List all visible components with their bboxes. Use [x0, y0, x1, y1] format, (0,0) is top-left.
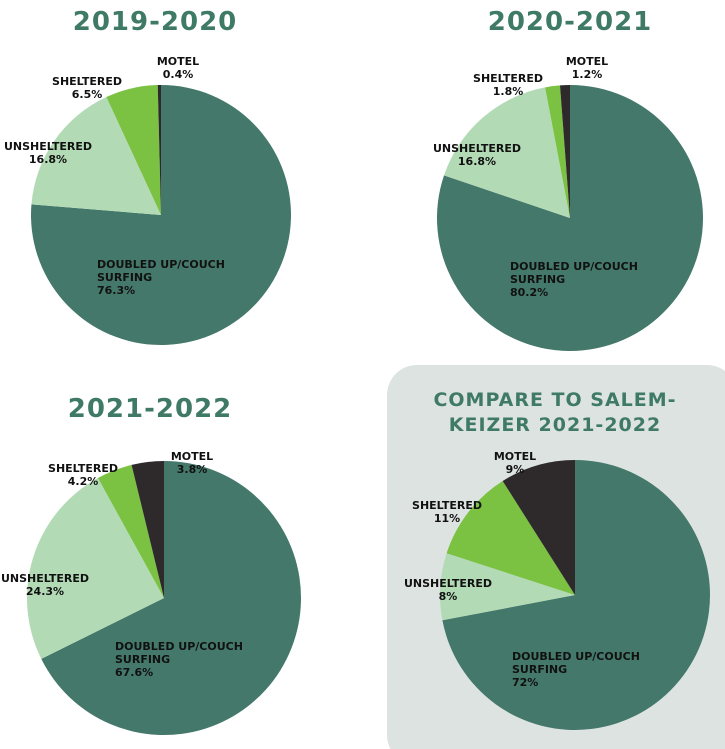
category-label: MOTEL	[170, 450, 214, 463]
slice-label: UNSHELTERED 8%	[388, 577, 508, 603]
pie-slice	[157, 85, 161, 215]
slice-label: MOTEL 3.8%	[132, 450, 252, 476]
slice-label: MOTEL 1.2%	[527, 55, 647, 81]
slice-label: DOUBLED UP/COUCH SURFING 80.2%	[510, 260, 675, 299]
category-label: MOTEL	[493, 450, 537, 463]
slice-label: SHELTERED 6.5%	[27, 75, 147, 101]
chart-title: 2019-2020	[72, 7, 238, 37]
pie-slice	[559, 85, 570, 218]
value-label: 3.8%	[176, 463, 208, 476]
category-label: DOUBLED UP/COUCH SURFING	[115, 640, 243, 666]
slice-label: SHELTERED 4.2%	[23, 462, 143, 488]
value-label: 4.2%	[67, 475, 99, 488]
value-label: 11%	[433, 512, 461, 525]
category-label: SHELTERED	[48, 462, 118, 475]
category-label: SHELTERED	[52, 75, 122, 88]
pie-slice	[440, 553, 575, 621]
value-label: 67.6%	[115, 666, 154, 679]
value-label: 6.5%	[71, 88, 103, 101]
chart-title: 2020-2021	[487, 7, 653, 37]
pie-slice	[97, 464, 164, 598]
slice-label: DOUBLED UP/COUCH SURFING 76.3%	[97, 258, 262, 297]
category-label: UNSHELTERED	[0, 572, 90, 585]
pie-slice	[41, 461, 302, 735]
value-label: 9%	[505, 463, 525, 476]
category-label: MOTEL	[565, 55, 609, 68]
slice-label: DOUBLED UP/COUCH SURFING 72%	[512, 650, 677, 689]
pie-slice	[27, 477, 164, 659]
slice-label: DOUBLED UP/COUCH SURFING 67.6%	[115, 640, 280, 679]
slice-label: UNSHELTERED 16.8%	[0, 140, 108, 166]
category-label: MOTEL	[156, 55, 200, 68]
value-label: 72%	[512, 676, 539, 689]
category-label: SHELTERED	[412, 499, 482, 512]
slice-label: SHELTERED 11%	[387, 499, 507, 525]
value-label: 1.8%	[492, 85, 524, 98]
value-label: 16.8%	[28, 153, 68, 166]
pie-slice	[436, 85, 703, 351]
category-label: UNSHELTERED	[432, 142, 522, 155]
slice-label: MOTEL 9%	[455, 450, 575, 476]
pie-slice	[444, 87, 570, 218]
pie-slice	[502, 460, 575, 595]
category-label: UNSHELTERED	[403, 577, 493, 590]
pie-slice	[446, 481, 575, 595]
pie-slice	[442, 460, 710, 730]
pie-slice	[106, 85, 161, 216]
value-label: 24.3%	[25, 585, 65, 598]
slice-label: UNSHELTERED 24.3%	[0, 572, 105, 598]
pie-slice	[31, 97, 162, 215]
pie-slice	[131, 461, 164, 598]
value-label: 0.4%	[162, 68, 194, 81]
category-label: DOUBLED UP/COUCH SURFING	[510, 260, 638, 286]
value-label: 1.2%	[571, 68, 603, 81]
slice-label: MOTEL 0.4%	[118, 55, 238, 81]
slice-label: UNSHELTERED 16.8%	[417, 142, 537, 168]
category-label: DOUBLED UP/COUCH SURFING	[512, 650, 640, 676]
slice-label: SHELTERED 1.8%	[448, 72, 568, 98]
value-label: 16.8%	[457, 155, 497, 168]
chart-title: 2021-2022	[67, 394, 233, 424]
value-label: 80.2%	[510, 286, 549, 299]
value-label: 8%	[438, 590, 458, 603]
category-label: UNSHELTERED	[3, 140, 93, 153]
category-label: DOUBLED UP/COUCH SURFING	[97, 258, 225, 284]
chart-title: COMPARE TO SALEM-KEIZER 2021-2022	[433, 389, 677, 436]
pie-slice	[545, 85, 570, 218]
value-label: 76.3%	[97, 284, 136, 297]
category-label: SHELTERED	[473, 72, 543, 85]
